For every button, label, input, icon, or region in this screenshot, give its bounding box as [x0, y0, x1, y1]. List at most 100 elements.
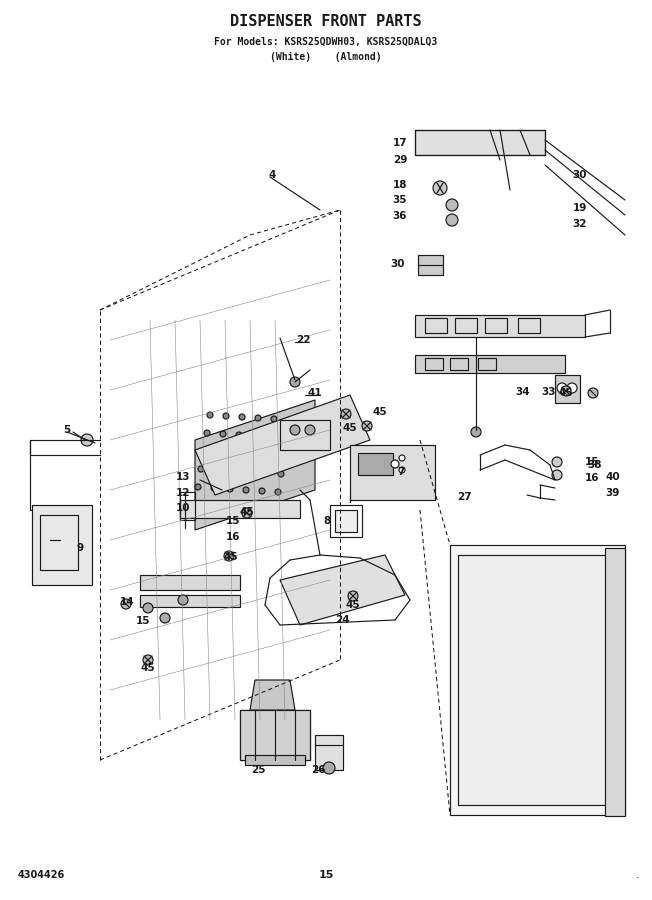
- Bar: [280, 420, 330, 450]
- Circle shape: [281, 453, 287, 459]
- Text: 45: 45: [240, 507, 254, 517]
- Bar: [140, 575, 240, 590]
- Text: 33: 33: [542, 387, 556, 397]
- Text: 4304426: 4304426: [18, 870, 65, 880]
- Polygon shape: [250, 680, 295, 710]
- Bar: [425, 318, 447, 333]
- Text: 5: 5: [63, 425, 70, 435]
- Text: 15: 15: [318, 870, 334, 880]
- Text: 30: 30: [391, 259, 406, 269]
- Text: 22: 22: [296, 335, 310, 345]
- Text: 7: 7: [397, 467, 405, 477]
- Bar: [450, 358, 468, 370]
- Polygon shape: [280, 555, 405, 625]
- Circle shape: [552, 457, 562, 467]
- Circle shape: [341, 409, 351, 419]
- Bar: [240, 710, 310, 760]
- Circle shape: [246, 469, 252, 475]
- Circle shape: [262, 470, 268, 476]
- Text: 16: 16: [585, 473, 599, 483]
- Circle shape: [557, 383, 567, 393]
- Bar: [425, 358, 443, 370]
- Text: 40: 40: [606, 472, 620, 482]
- Circle shape: [561, 386, 571, 396]
- Circle shape: [290, 377, 300, 387]
- Text: .: .: [636, 870, 640, 880]
- Circle shape: [143, 655, 153, 665]
- Circle shape: [305, 425, 315, 435]
- Circle shape: [178, 595, 188, 605]
- Circle shape: [198, 466, 204, 472]
- Circle shape: [268, 434, 274, 440]
- Bar: [485, 318, 507, 333]
- Circle shape: [230, 468, 236, 474]
- Text: 15: 15: [226, 516, 240, 526]
- Circle shape: [239, 414, 245, 420]
- Circle shape: [236, 432, 242, 438]
- Text: 38: 38: [587, 460, 602, 470]
- Text: 27: 27: [456, 492, 471, 502]
- Circle shape: [433, 181, 447, 195]
- Circle shape: [233, 450, 239, 456]
- Bar: [605, 548, 625, 816]
- Text: 8: 8: [323, 516, 331, 526]
- Text: 35: 35: [393, 195, 408, 205]
- Text: 15: 15: [585, 457, 599, 467]
- Circle shape: [287, 417, 293, 423]
- Text: 10: 10: [176, 503, 190, 513]
- Text: 29: 29: [393, 155, 408, 165]
- Bar: [415, 355, 565, 373]
- Bar: [415, 315, 585, 337]
- Text: 45: 45: [141, 663, 155, 673]
- Circle shape: [220, 431, 226, 437]
- Circle shape: [81, 434, 93, 446]
- Circle shape: [217, 449, 223, 455]
- Circle shape: [243, 487, 249, 493]
- Circle shape: [121, 599, 131, 609]
- Text: 15: 15: [136, 616, 150, 626]
- Text: 14: 14: [120, 597, 134, 607]
- Text: 41: 41: [308, 388, 322, 398]
- Circle shape: [195, 484, 201, 490]
- Text: 36: 36: [393, 211, 408, 221]
- Text: 9: 9: [76, 543, 83, 553]
- Bar: [350, 445, 435, 500]
- Text: 34: 34: [516, 387, 530, 397]
- Circle shape: [207, 412, 213, 418]
- Bar: [315, 735, 343, 770]
- Bar: [450, 545, 625, 815]
- Circle shape: [323, 762, 335, 774]
- Circle shape: [271, 416, 277, 422]
- Circle shape: [252, 433, 258, 439]
- Text: 17: 17: [393, 138, 408, 148]
- Polygon shape: [415, 130, 545, 155]
- Circle shape: [567, 383, 577, 393]
- Circle shape: [362, 421, 372, 431]
- Circle shape: [265, 452, 271, 458]
- Circle shape: [552, 470, 562, 480]
- Bar: [458, 555, 613, 805]
- Circle shape: [471, 427, 481, 437]
- Bar: [335, 510, 357, 532]
- Polygon shape: [240, 710, 310, 760]
- Bar: [330, 505, 362, 537]
- Text: 39: 39: [606, 488, 620, 498]
- Text: 25: 25: [251, 765, 265, 775]
- Text: 13: 13: [176, 472, 190, 482]
- Text: 32: 32: [572, 219, 587, 229]
- Bar: [418, 255, 443, 275]
- Circle shape: [284, 435, 290, 441]
- Text: 16: 16: [226, 532, 240, 542]
- Text: 45: 45: [346, 600, 361, 610]
- Bar: [180, 500, 300, 518]
- Circle shape: [227, 486, 233, 492]
- Bar: [478, 358, 496, 370]
- Circle shape: [588, 388, 598, 398]
- Circle shape: [399, 467, 405, 473]
- Text: 45: 45: [373, 407, 387, 417]
- Circle shape: [446, 199, 458, 211]
- Bar: [555, 375, 580, 403]
- Bar: [245, 755, 305, 765]
- Circle shape: [211, 485, 217, 491]
- Bar: [40, 515, 78, 570]
